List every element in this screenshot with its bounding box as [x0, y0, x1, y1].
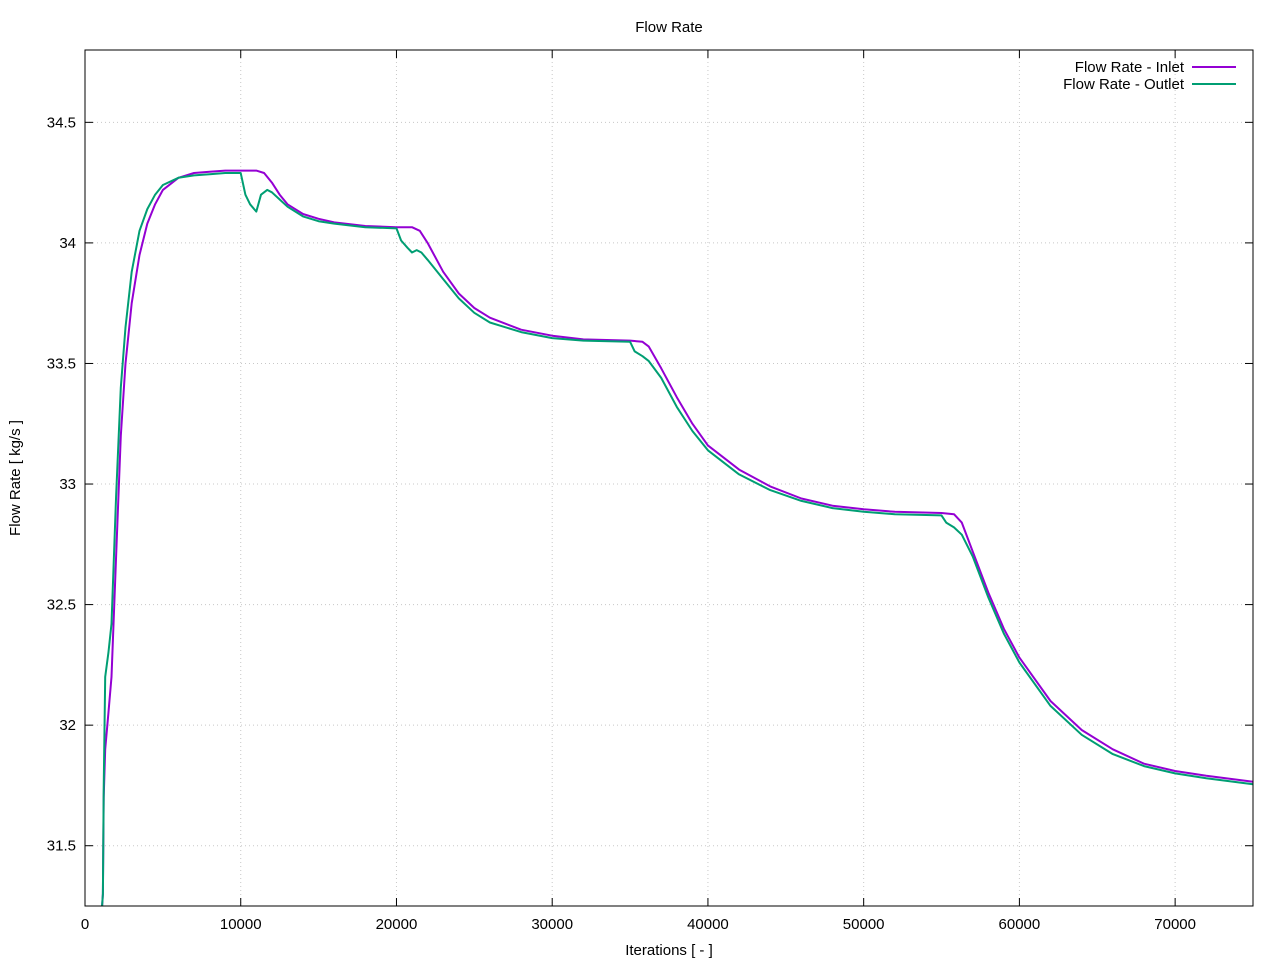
plot-frame	[84, 49, 1254, 907]
x-axis-label: Iterations [ - ]	[625, 942, 713, 959]
x-tick-label: 40000	[687, 916, 729, 933]
y-tick-label: 32	[59, 717, 76, 734]
series-line-outlet	[101, 172, 1254, 907]
x-tick-label: 70000	[1154, 916, 1196, 933]
x-tick-label: 60000	[999, 916, 1041, 933]
series-line-inlet	[101, 169, 1254, 907]
y-tick-label: 32.5	[47, 597, 76, 614]
y-tick-label: 34	[59, 235, 76, 252]
x-tick-label: 50000	[843, 916, 885, 933]
chart-title: Flow Rate	[635, 19, 703, 36]
data-series	[101, 169, 1254, 907]
grid-lines	[85, 50, 1253, 906]
y-tick-label: 33	[59, 476, 76, 493]
y-tick-label: 31.5	[47, 838, 76, 855]
y-tick-label: 34.5	[47, 114, 76, 131]
x-tick-label: 20000	[376, 916, 418, 933]
x-tick-label: 30000	[531, 916, 573, 933]
x-tick-label: 10000	[220, 916, 262, 933]
x-tick-label: 0	[81, 916, 89, 933]
legend-label: Flow Rate - Inlet	[1075, 59, 1185, 76]
axis-ticks: 0 10000 20000 30000 40000 50000 60000 70000 31.5…	[47, 50, 1253, 933]
y-tick-label: 33.5	[47, 355, 76, 372]
y-axis-label: Flow Rate [ kg/s ]	[7, 420, 24, 536]
legend-label: Flow Rate - Outlet	[1063, 76, 1185, 93]
